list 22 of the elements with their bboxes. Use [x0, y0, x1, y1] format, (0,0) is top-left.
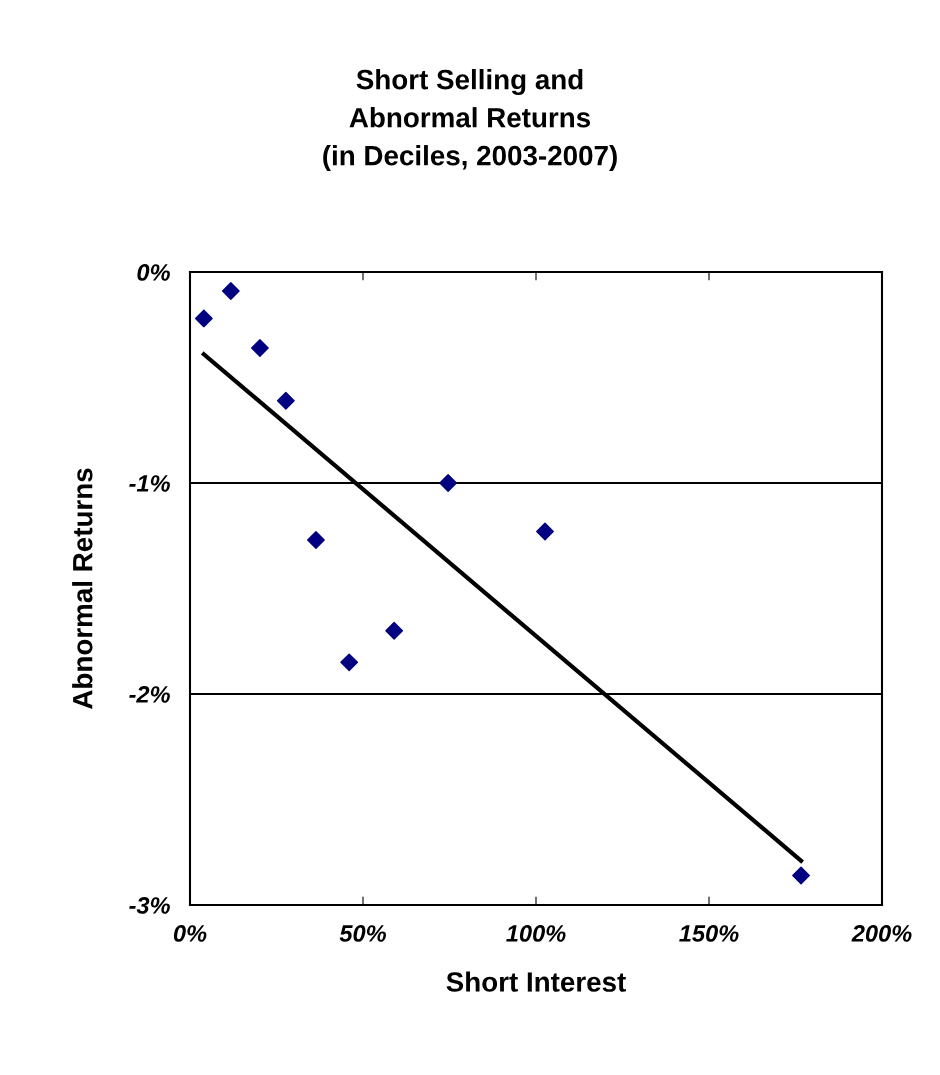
x-tick-label: 50% — [339, 925, 386, 942]
y-tick-label: -3% — [129, 897, 170, 914]
y-tick-label: -2% — [129, 686, 170, 703]
x-axis-title: Short Interest — [446, 971, 626, 992]
point — [307, 531, 325, 549]
point — [536, 522, 554, 541]
point — [439, 474, 458, 492]
point — [792, 866, 810, 885]
chart-title: Short Selling and Abnormal Returns (in Deciles, 2003-2007) — [323, 69, 617, 171]
point — [221, 282, 240, 300]
x-tick-label: 100% — [506, 925, 566, 942]
y-axis-title: Abnormal Returns — [72, 468, 93, 709]
x-tick-label: 150% — [679, 925, 739, 942]
x-tick-label: 0% — [173, 925, 207, 942]
y-tick-label: -1% — [129, 475, 170, 492]
point — [250, 339, 269, 357]
point — [385, 621, 404, 640]
x-tick-label: 200% — [851, 925, 912, 942]
point — [340, 653, 359, 672]
y-tick-label: 0% — [137, 264, 170, 281]
point — [276, 391, 295, 410]
point — [194, 309, 213, 328]
